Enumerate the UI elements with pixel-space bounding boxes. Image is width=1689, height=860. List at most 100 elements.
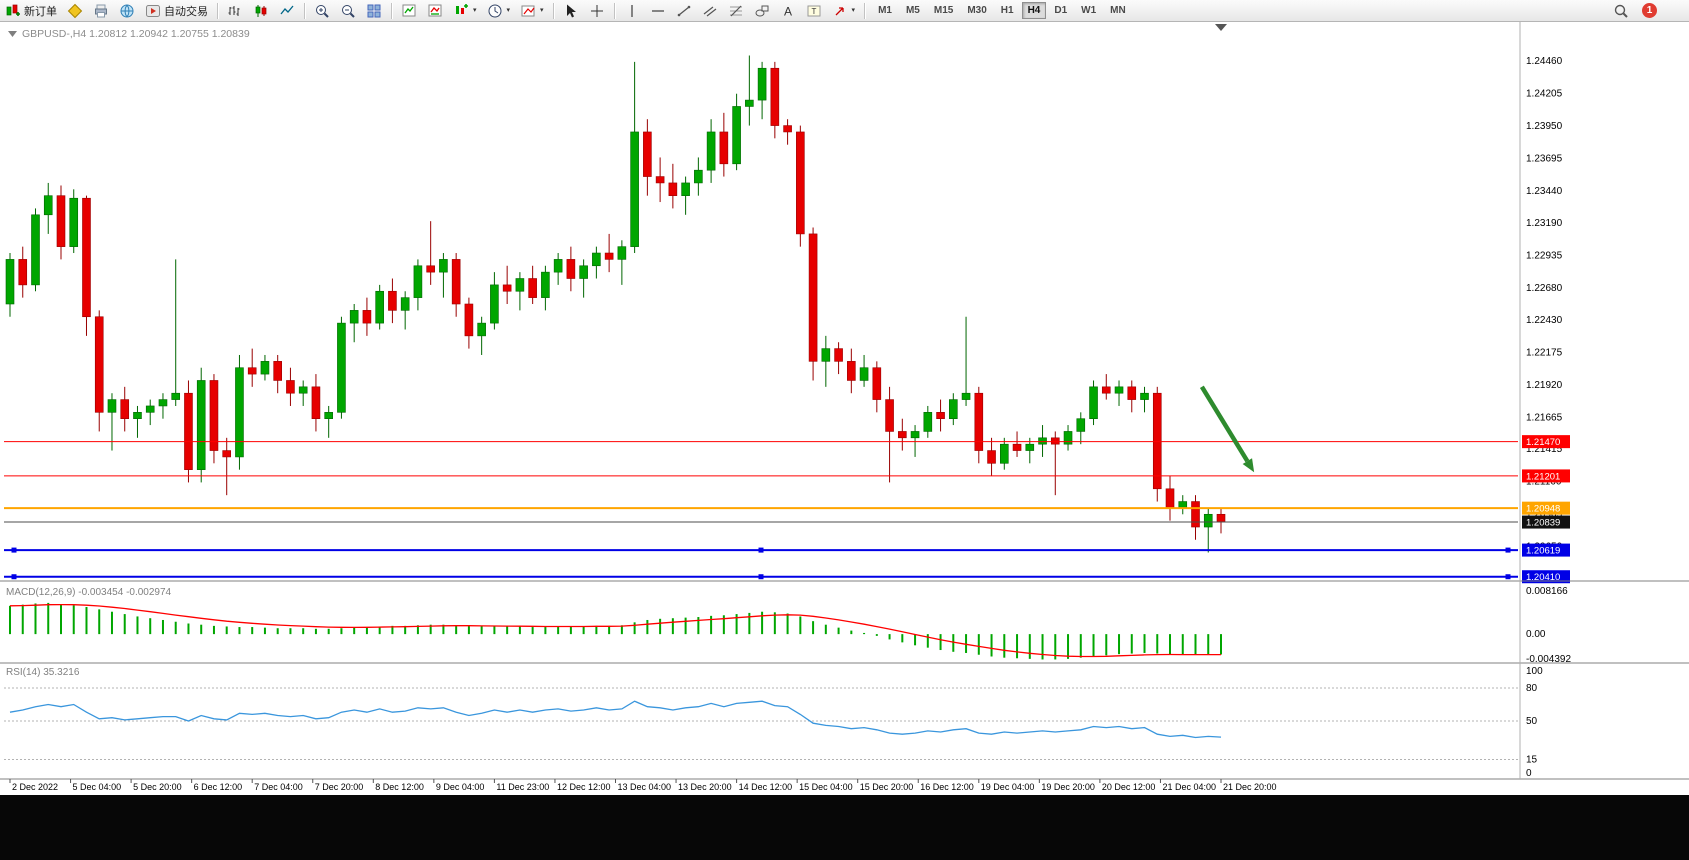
bar-chart-button[interactable] (223, 1, 247, 20)
line-chart-button[interactable] (275, 1, 299, 20)
hline-1.20410[interactable]: 1.20410 (4, 570, 1570, 584)
one-click-trading-arrow[interactable] (8, 31, 17, 37)
horizontal-line-icon (651, 9, 664, 12)
indicator-list-icon (428, 4, 442, 16)
line-handle[interactable] (758, 574, 764, 580)
svg-text:12 Dec 12:00: 12 Dec 12:00 (557, 782, 611, 792)
candlestick-chart-button[interactable] (249, 1, 273, 20)
cursor-button[interactable] (559, 1, 583, 20)
svg-text:1.23950: 1.23950 (1526, 121, 1563, 132)
chart-window-gbpusd-h4: GBPUSD-,H4 1.20812 1.20942 1.20755 1.208… (0, 22, 1689, 795)
price-badge-1.21470 (1522, 435, 1570, 449)
search-button[interactable] (1609, 1, 1633, 20)
tf-button-h1[interactable]: H1 (995, 2, 1020, 19)
rsi-panel: 100 80 50 15 0 RSI(14) 35.3216 (4, 666, 1543, 779)
svg-text:80: 80 (1526, 683, 1538, 694)
templates-button[interactable]: ▾ (516, 1, 548, 20)
diamond-icon (67, 3, 83, 18)
svg-text:15 Dec 20:00: 15 Dec 20:00 (860, 782, 914, 792)
history-center-button[interactable] (115, 1, 139, 20)
svg-text:20 Dec 12:00: 20 Dec 12:00 (1102, 782, 1156, 792)
vertical-line-button[interactable] (620, 1, 644, 20)
new-chart-icon (456, 3, 468, 14)
tf-button-m15[interactable]: M15 (928, 2, 959, 19)
svg-text:1.24460: 1.24460 (1526, 56, 1563, 67)
channel-icon (703, 6, 716, 16)
tf-button-m1[interactable]: M1 (872, 2, 898, 19)
print-button[interactable] (89, 1, 113, 20)
tile-windows-icon (367, 4, 381, 17)
trend-arrow-annotation[interactable] (1199, 385, 1255, 473)
toolbar-separator (304, 2, 305, 19)
svg-text:1.22935: 1.22935 (1526, 250, 1563, 261)
line-handle[interactable] (11, 547, 17, 553)
shapes-icon (755, 5, 769, 16)
hline-1.21201[interactable]: 1.21201 (4, 469, 1570, 483)
chart-background (0, 22, 1689, 795)
svg-text:8 Dec 12:00: 8 Dec 12:00 (375, 782, 424, 792)
tf-button-mn[interactable]: MN (1104, 2, 1132, 19)
tile-windows-button[interactable] (362, 1, 386, 20)
price-badge-1.20619 (1522, 543, 1570, 557)
toolbar-separator (552, 2, 554, 19)
hline-1.20619[interactable]: 1.20619 (4, 543, 1570, 557)
price-badge-1.20839 (1522, 515, 1570, 529)
crosshair-button[interactable] (585, 1, 609, 20)
autotrading-button[interactable]: 自动交易 (141, 1, 212, 20)
trendline-button[interactable] (672, 1, 696, 20)
tf-button-h4[interactable]: H4 (1021, 2, 1047, 19)
zoom-out-icon (342, 4, 355, 18)
zoom-in-button[interactable] (310, 1, 334, 20)
chevron-down-icon: ▾ (851, 7, 856, 14)
svg-text:15 Dec 04:00: 15 Dec 04:00 (799, 782, 853, 792)
shapes-button[interactable] (750, 1, 774, 20)
tf-button-d1[interactable]: D1 (1048, 2, 1073, 19)
line-handle[interactable] (1505, 547, 1511, 553)
hline-1.20948[interactable]: 1.20948 (4, 501, 1570, 515)
svg-text:1.22175: 1.22175 (1526, 347, 1563, 358)
tf-button-m30[interactable]: M30 (961, 2, 992, 19)
metaeditor-button[interactable] (63, 1, 87, 20)
svg-text:1.23695: 1.23695 (1526, 154, 1563, 165)
indicator-icon (402, 4, 416, 16)
indicators-button[interactable] (397, 1, 421, 20)
new-chart-button[interactable]: ▾ (449, 1, 481, 20)
svg-text:1.21470: 1.21470 (1526, 437, 1560, 448)
chart-canvas[interactable]: GBPUSD-,H4 1.20812 1.20942 1.20755 1.208… (0, 22, 1689, 795)
svg-text:1.23440: 1.23440 (1526, 186, 1563, 197)
svg-text:19 Dec 20:00: 19 Dec 20:00 (1041, 782, 1095, 792)
indicator-list-button[interactable] (423, 1, 447, 20)
zoom-out-button[interactable] (336, 1, 360, 20)
svg-text:T: T (811, 7, 816, 16)
notification-badge[interactable]: 1 (1642, 3, 1657, 18)
svg-text:A: A (784, 4, 792, 18)
text-label-button[interactable]: T (802, 1, 826, 20)
horizontal-line-button[interactable] (646, 1, 670, 20)
tf-button-m5[interactable]: M5 (900, 2, 926, 19)
tf-button-w1[interactable]: W1 (1075, 2, 1102, 19)
svg-text:1.20410: 1.20410 (1526, 572, 1560, 583)
line-chart-icon (280, 5, 294, 14)
new-order-label: 新订单 (24, 5, 57, 18)
line-handle[interactable] (11, 574, 17, 580)
crosshair-icon (590, 4, 603, 17)
main-toolbar: 新订单 自动交易 (0, 0, 1689, 22)
svg-text:1.22680: 1.22680 (1526, 283, 1563, 294)
macd-panel: 0.008166 0.00 -0.004392 MACD(12,26,9) -0.00… (6, 586, 1571, 665)
hline-1.20839[interactable]: 1.20839 (4, 515, 1570, 529)
fibonacci-button[interactable] (724, 1, 748, 20)
svg-text:2 Dec 2022: 2 Dec 2022 (12, 782, 58, 792)
svg-text:1.22430: 1.22430 (1526, 315, 1563, 326)
channel-button[interactable] (698, 1, 722, 20)
svg-text:100: 100 (1526, 666, 1543, 677)
line-handle[interactable] (1505, 574, 1511, 580)
line-handle[interactable] (758, 547, 764, 553)
hline-1.21470[interactable]: 1.21470 (4, 435, 1570, 449)
new-order-button[interactable]: 新订单 (1, 1, 61, 20)
periods-button[interactable]: ▾ (483, 1, 515, 20)
vertical-line-icon (630, 4, 633, 17)
svg-text:1.21415: 1.21415 (1526, 444, 1563, 455)
chart-shift-marker[interactable] (1215, 24, 1227, 31)
arrows-button[interactable]: ▾ (828, 1, 860, 20)
text-button[interactable]: A (776, 1, 800, 20)
